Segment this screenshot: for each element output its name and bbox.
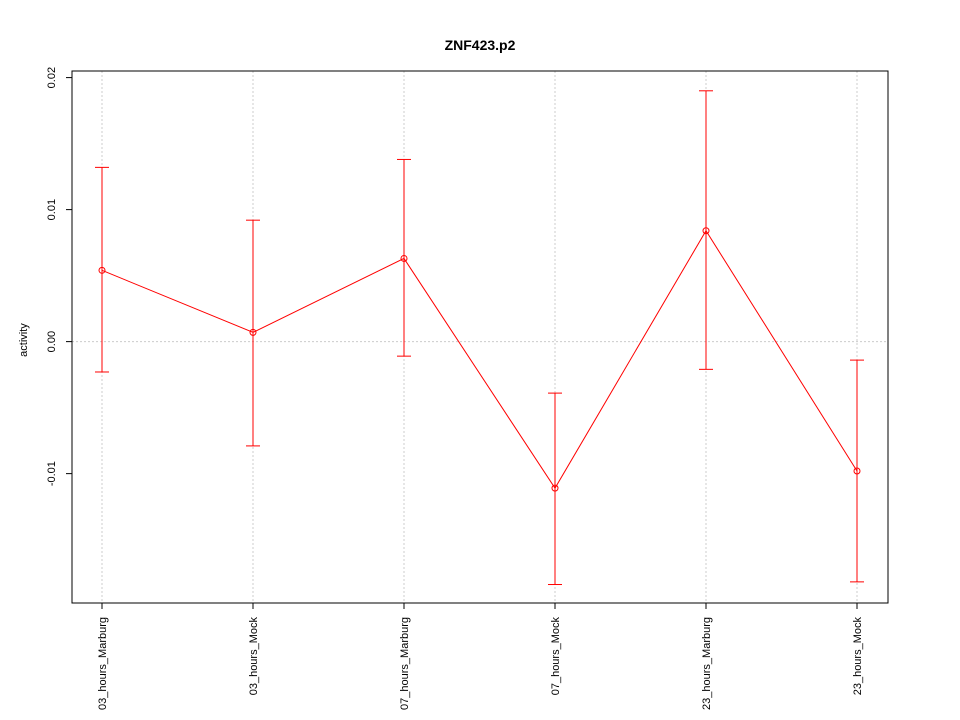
x-tick-label-0: 03_hours_Marburg <box>97 617 109 710</box>
x-tick-label-4: 23_hours_Marburg <box>701 617 713 710</box>
x-tick-label-1: 03_hours_Mock <box>248 617 260 696</box>
plot-frame <box>71 70 889 604</box>
axes: -0.01 0.00 0.01 0.02 03_hours_Marburg 03_hour… <box>46 67 864 710</box>
y-tick-label-2: 0.01 <box>46 199 58 220</box>
data-point-5 <box>853 467 861 475</box>
series-line-0 <box>101 229 858 490</box>
y-tick-label-0: -0.01 <box>46 461 58 486</box>
y-tick-label-1: 0.00 <box>46 331 58 352</box>
data-point-1 <box>249 328 257 336</box>
x-tick-label-2: 07_hours_Marburg <box>399 617 411 710</box>
x-tick-label-3: 07_hours_Mock <box>550 617 562 696</box>
chart-title: ZNF423.p2 <box>445 37 516 53</box>
data-point-4 <box>702 227 710 235</box>
x-tick-label-5: 23_hours_Mock <box>852 617 864 696</box>
data-point-2 <box>400 254 408 262</box>
series-red <box>95 90 864 586</box>
grid <box>72 71 888 603</box>
data-point-3 <box>551 484 559 492</box>
data-point-0 <box>98 266 106 274</box>
y-axis-label: activity <box>18 323 30 357</box>
y-tick-label-3: 0.02 <box>46 67 58 88</box>
